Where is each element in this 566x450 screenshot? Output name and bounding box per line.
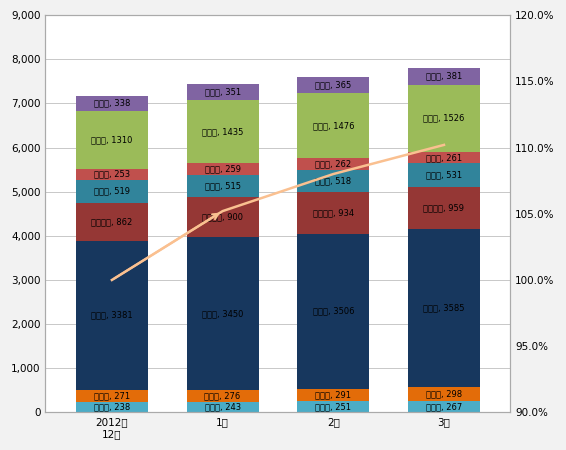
Text: 埼玉県, 243: 埼玉県, 243 [204, 403, 241, 412]
Bar [408, 400, 480, 413]
Text: 東京都, 3506: 東京都, 3506 [312, 306, 354, 315]
Text: 大阪府, 1476: 大阪府, 1476 [312, 121, 354, 130]
Bar [187, 402, 259, 413]
Text: 京都府, 262: 京都府, 262 [315, 159, 351, 168]
Text: 兵庫県, 351: 兵庫県, 351 [204, 88, 241, 97]
Text: 神奈川県, 934: 神奈川県, 934 [313, 209, 354, 218]
Text: 神奈川県, 959: 神奈川県, 959 [423, 203, 465, 212]
Bar [408, 85, 480, 152]
Text: 東京都, 3585: 東京都, 3585 [423, 304, 465, 313]
Bar [187, 390, 259, 402]
Bar [76, 180, 148, 202]
Text: 兵庫県, 338: 兵庫県, 338 [94, 99, 130, 108]
Bar [297, 170, 369, 193]
Text: 愛知県, 518: 愛知県, 518 [315, 176, 351, 185]
Bar [187, 163, 259, 175]
Text: 京都府, 261: 京都府, 261 [426, 153, 462, 162]
Text: 東京都, 3381: 東京都, 3381 [91, 311, 132, 320]
Text: 千葉県, 271: 千葉県, 271 [94, 392, 130, 400]
Bar [76, 111, 148, 169]
Bar [297, 93, 369, 158]
Text: 神奈川県, 900: 神奈川県, 900 [202, 213, 243, 222]
Text: 埼玉県, 238: 埼玉県, 238 [94, 403, 130, 412]
Bar [76, 390, 148, 402]
Bar [408, 229, 480, 387]
Bar [297, 401, 369, 413]
Bar [187, 237, 259, 390]
Bar [408, 68, 480, 85]
Text: 埼玉県, 251: 埼玉県, 251 [315, 402, 351, 411]
Text: 千葉県, 298: 千葉県, 298 [426, 390, 462, 399]
Bar [76, 241, 148, 390]
Bar [187, 198, 259, 237]
Bar [187, 175, 259, 198]
Bar [76, 402, 148, 413]
Bar [76, 169, 148, 180]
Text: 兵庫県, 365: 兵庫県, 365 [315, 81, 351, 90]
Bar [408, 187, 480, 229]
Bar [297, 388, 369, 401]
Text: 神奈川県, 862: 神奈川県, 862 [91, 217, 132, 226]
Bar [408, 152, 480, 163]
Text: 大阪府, 1310: 大阪府, 1310 [91, 135, 132, 144]
Bar [408, 163, 480, 187]
Text: 兵庫県, 381: 兵庫県, 381 [426, 72, 462, 81]
Text: 千葉県, 291: 千葉県, 291 [315, 391, 351, 400]
Bar [76, 202, 148, 241]
Text: 東京都, 3450: 東京都, 3450 [202, 309, 243, 318]
Text: 千葉県, 276: 千葉県, 276 [204, 391, 241, 400]
Bar [187, 85, 259, 100]
Bar [408, 387, 480, 400]
Bar [297, 77, 369, 93]
Bar [297, 158, 369, 170]
Bar [297, 193, 369, 234]
Text: 大阪府, 1526: 大阪府, 1526 [423, 114, 465, 123]
Text: 京都府, 253: 京都府, 253 [94, 170, 130, 179]
Text: 埼玉県, 267: 埼玉県, 267 [426, 402, 462, 411]
Text: 愛知県, 515: 愛知県, 515 [204, 182, 241, 191]
Text: 京都府, 259: 京都府, 259 [204, 165, 241, 174]
Text: 愛知県, 531: 愛知県, 531 [426, 171, 462, 180]
Bar [297, 234, 369, 388]
Bar [187, 100, 259, 163]
Text: 大阪府, 1435: 大阪府, 1435 [202, 127, 243, 136]
Bar [76, 96, 148, 111]
Text: 愛知県, 519: 愛知県, 519 [94, 187, 130, 196]
